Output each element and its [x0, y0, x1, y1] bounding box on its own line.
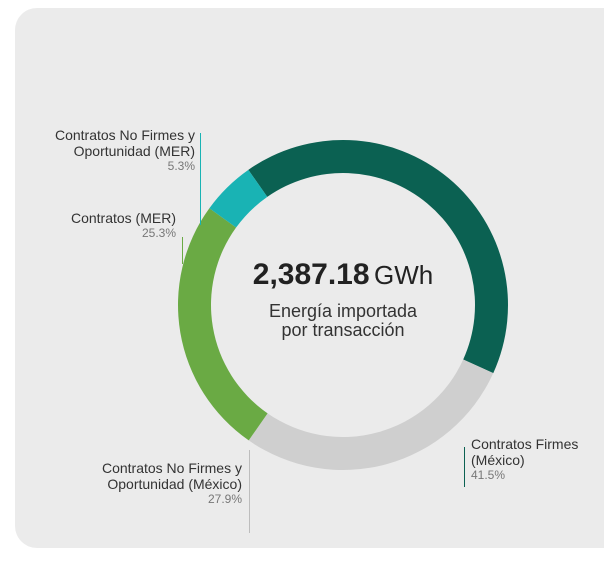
donut-segment — [248, 140, 508, 374]
segment-name: Contratos No Firmes y Oportunidad (Méxic… — [101, 460, 242, 492]
leader-line — [200, 133, 201, 225]
donut-segment — [209, 169, 268, 228]
center-label: 2,387.18 GWh Energía importada por trans… — [223, 258, 463, 340]
segment-label: Contratos No Firmes y Oportunidad (Méxic… — [82, 460, 242, 506]
segment-name: Contratos Firmes (México) — [471, 436, 579, 468]
donut-segment — [177, 208, 268, 441]
segment-value: 41.5% — [471, 468, 506, 482]
segment-name: Contratos (MER) — [70, 210, 176, 226]
segment-value: 27.9% — [207, 492, 242, 506]
segment-value: 25.3% — [141, 226, 176, 240]
segment-label: Contratos No Firmes y Oportunidad (MER) 5… — [15, 127, 195, 173]
segment-label: Contratos Firmes (México) 41.5% — [471, 436, 604, 482]
unit: GWh — [374, 260, 434, 290]
segment-value: 5.3% — [167, 159, 195, 173]
leader-line — [182, 237, 183, 264]
segment-name: Contratos No Firmes y Oportunidad (MER) — [54, 127, 195, 159]
leader-line — [464, 447, 465, 487]
donut-segment — [248, 359, 494, 470]
center-caption: Energía importada por transacción — [268, 301, 418, 340]
total: 2,387.18 — [252, 258, 370, 291]
segment-label: Contratos (MER) 25.3% — [46, 210, 176, 240]
leader-line — [249, 450, 250, 533]
